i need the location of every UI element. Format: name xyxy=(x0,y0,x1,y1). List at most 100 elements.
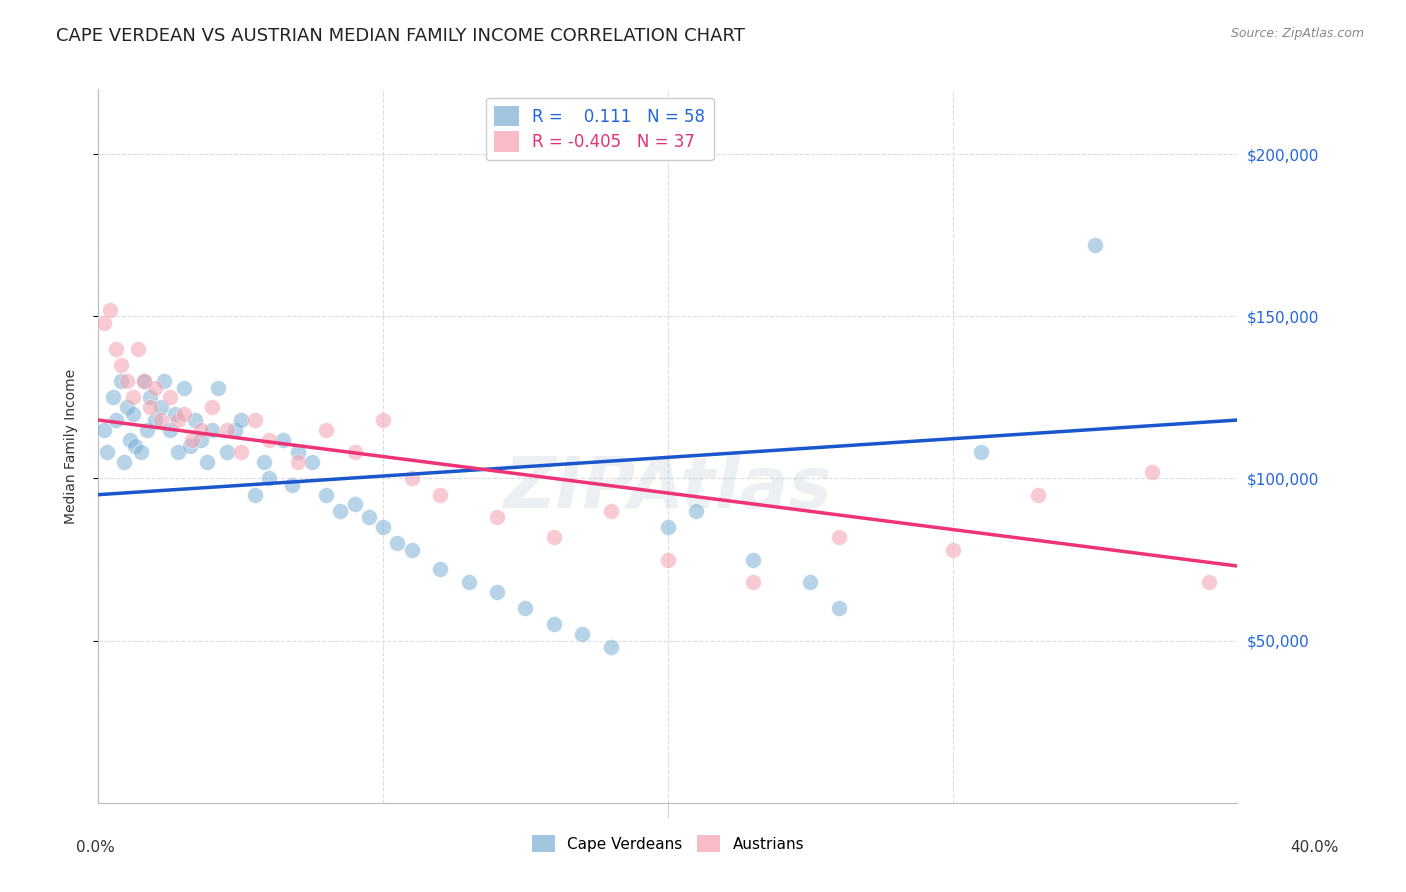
Point xyxy=(1026,488,1049,502)
Point xyxy=(153,374,176,388)
Point xyxy=(742,575,765,590)
Point xyxy=(201,423,224,437)
Text: 0.0%: 0.0% xyxy=(76,840,115,855)
Point xyxy=(179,439,201,453)
Point xyxy=(181,433,204,447)
Point xyxy=(127,342,149,356)
Point xyxy=(138,390,160,404)
Point xyxy=(173,407,195,421)
Point xyxy=(1198,575,1220,590)
Point xyxy=(357,510,380,524)
Point xyxy=(343,497,366,511)
Point xyxy=(486,510,509,524)
Point xyxy=(373,520,395,534)
Point xyxy=(942,542,965,557)
Point xyxy=(486,585,509,599)
Point xyxy=(543,617,565,632)
Point xyxy=(104,342,127,356)
Point xyxy=(315,488,337,502)
Point xyxy=(190,423,212,437)
Point xyxy=(571,627,593,641)
Point xyxy=(243,488,266,502)
Point xyxy=(138,400,160,414)
Point xyxy=(287,445,309,459)
Point xyxy=(657,552,679,566)
Point xyxy=(457,575,479,590)
Point xyxy=(301,455,323,469)
Point xyxy=(273,433,295,447)
Text: CAPE VERDEAN VS AUSTRIAN MEDIAN FAMILY INCOME CORRELATION CHART: CAPE VERDEAN VS AUSTRIAN MEDIAN FAMILY I… xyxy=(56,27,745,45)
Point xyxy=(287,455,309,469)
Point xyxy=(129,445,152,459)
Point xyxy=(515,601,537,615)
Point xyxy=(184,413,207,427)
Point xyxy=(215,445,238,459)
Point xyxy=(224,423,246,437)
Point xyxy=(281,478,304,492)
Point xyxy=(329,504,352,518)
Point xyxy=(190,433,212,447)
Point xyxy=(229,413,252,427)
Point xyxy=(121,407,143,421)
Point xyxy=(165,407,187,421)
Point xyxy=(600,640,623,654)
Point xyxy=(145,381,167,395)
Point xyxy=(115,374,138,388)
Point xyxy=(121,390,143,404)
Legend: Cape Verdeans, Austrians: Cape Verdeans, Austrians xyxy=(524,828,811,859)
Point xyxy=(98,302,121,317)
Point xyxy=(104,413,127,427)
Text: ZIPAtlas: ZIPAtlas xyxy=(503,454,832,524)
Point xyxy=(742,552,765,566)
Point xyxy=(600,504,623,518)
Point xyxy=(96,445,118,459)
Point xyxy=(401,542,423,557)
Text: 40.0%: 40.0% xyxy=(1291,840,1339,855)
Point xyxy=(657,520,679,534)
Point xyxy=(110,374,132,388)
Point xyxy=(167,445,190,459)
Y-axis label: Median Family Income: Median Family Income xyxy=(63,368,77,524)
Point xyxy=(115,400,138,414)
Point xyxy=(150,400,173,414)
Point xyxy=(112,455,135,469)
Point xyxy=(93,423,115,437)
Point xyxy=(315,423,337,437)
Point xyxy=(124,439,146,453)
Point xyxy=(135,423,157,437)
Point xyxy=(1084,238,1107,252)
Point xyxy=(159,423,181,437)
Point xyxy=(229,445,252,459)
Point xyxy=(207,381,229,395)
Point xyxy=(828,601,851,615)
Point xyxy=(159,390,181,404)
Point xyxy=(252,455,274,469)
Point xyxy=(1140,465,1163,479)
Point xyxy=(429,562,451,576)
Point xyxy=(173,381,195,395)
Point xyxy=(401,471,423,485)
Point xyxy=(243,413,266,427)
Point xyxy=(387,536,409,550)
Point xyxy=(101,390,124,404)
Point xyxy=(259,433,281,447)
Point xyxy=(828,530,851,544)
Point xyxy=(429,488,451,502)
Point xyxy=(132,374,155,388)
Point xyxy=(93,316,115,330)
Point xyxy=(195,455,218,469)
Point xyxy=(543,530,565,544)
Point xyxy=(343,445,366,459)
Point xyxy=(685,504,707,518)
Point xyxy=(118,433,141,447)
Text: Source: ZipAtlas.com: Source: ZipAtlas.com xyxy=(1230,27,1364,40)
Point xyxy=(215,423,238,437)
Point xyxy=(145,413,167,427)
Point xyxy=(132,374,155,388)
Point xyxy=(167,413,190,427)
Point xyxy=(110,358,132,372)
Point xyxy=(373,413,395,427)
Point xyxy=(259,471,281,485)
Point xyxy=(970,445,993,459)
Point xyxy=(201,400,224,414)
